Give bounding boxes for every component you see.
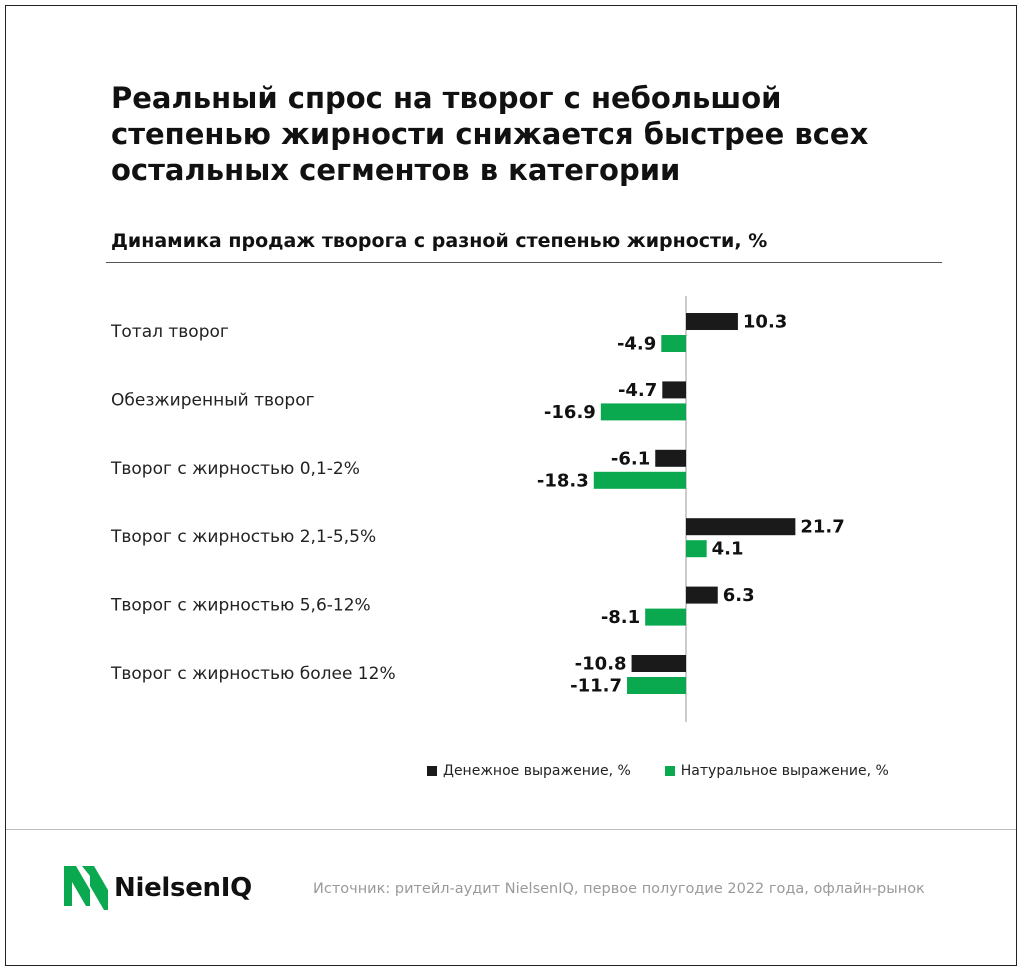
- value-label-volume: -18.3: [537, 470, 589, 491]
- value-label-money: -6.1: [611, 448, 650, 469]
- category-label: Тотал творог: [110, 322, 229, 342]
- bar-money: [686, 518, 796, 536]
- category-label: Творог с жирностью 2,1-5,5%: [110, 527, 376, 547]
- value-label-money: -4.7: [618, 380, 657, 401]
- value-label-volume: -4.9: [617, 334, 656, 355]
- value-label-volume: -11.7: [570, 676, 622, 697]
- chart-headline: Реальный спрос на творог с небольшой сте…: [111, 81, 869, 187]
- chart-legend: Денежное выражение, % Натуральное выраже…: [427, 760, 889, 782]
- bar-money: [686, 313, 738, 330]
- nielseniq-logo-icon: [64, 866, 108, 910]
- category-label: Творог с жирностью 5,6-12%: [110, 596, 371, 616]
- bar-volume: [600, 403, 686, 421]
- bar-money: [662, 381, 686, 399]
- value-label-money: 21.7: [800, 517, 844, 538]
- category-label: Творог с жирностью 0,1-2%: [110, 459, 360, 479]
- bar-money: [686, 586, 718, 604]
- bar-volume: [686, 540, 707, 558]
- value-label-volume: -16.9: [544, 402, 596, 423]
- bar-volume: [627, 677, 686, 694]
- value-label-money: 10.3: [743, 312, 787, 333]
- legend-swatch-volume: [664, 766, 675, 776]
- divider: [106, 262, 942, 263]
- legend-item-volume: Натуральное выражение, %: [664, 763, 889, 779]
- source-note: Источник: ритейл-аудит NielsenIQ, первое…: [313, 881, 925, 897]
- legend-item-money: Денежное выражение, %: [427, 763, 631, 779]
- legend-label-money: Денежное выражение, %: [443, 763, 631, 779]
- value-label-volume: -8.1: [601, 607, 640, 628]
- value-label-money: -10.8: [575, 654, 627, 675]
- bar-volume: [661, 335, 686, 352]
- value-label-volume: 4.1: [712, 539, 744, 560]
- bar-money: [655, 449, 686, 467]
- nielseniq-logo: NielsenIQ: [64, 866, 252, 910]
- category-label: Творог с жирностью более 12%: [110, 664, 396, 684]
- bar-volume: [593, 471, 686, 489]
- footer-divider: [6, 829, 1016, 830]
- value-label-money: 6.3: [723, 585, 755, 606]
- legend-swatch-money: [427, 766, 437, 776]
- card-frame: [5, 5, 1017, 966]
- bar-volume: [645, 608, 686, 626]
- chart-subtitle: Динамика продаж творога с разной степень…: [111, 230, 768, 252]
- legend-label-volume: Натуральное выражение, %: [680, 763, 889, 779]
- logo-wordmark: NielsenIQ: [114, 873, 252, 903]
- bar-money: [631, 655, 686, 672]
- category-label: Обезжиренный творог: [111, 390, 315, 410]
